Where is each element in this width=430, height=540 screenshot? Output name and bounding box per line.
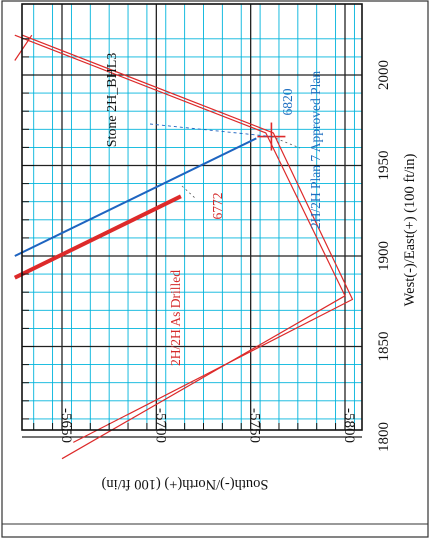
series-line-well-path-3 [22, 34, 354, 443]
annotation-6772: 6772 [210, 193, 225, 220]
annotation-6820: 6820 [280, 88, 295, 115]
minor-grid [22, 4, 362, 430]
series-line-well-path-4 [14, 34, 33, 61]
annotation-2h-2h-as-drilled: 2H/2H As Drilled [168, 270, 183, 366]
x-tick-labels: 1800 1850 1900 1950 2000 [376, 60, 392, 452]
x-tick-label: 1950 [376, 151, 392, 181]
series-layer [13, 34, 354, 460]
series-line-well-path-2 [14, 34, 346, 460]
tick-marks [22, 38, 355, 430]
major-grid [22, 4, 362, 438]
annotations: 2H/2H As Drilled 6772 2H/2H Plan 7 Approve… [105, 53, 323, 366]
y-tick-label: -5800 [341, 408, 357, 443]
y-tick-labels: -5650 -5700 -5750 -5800 [58, 408, 357, 443]
x-axis-label: West(-)/East(+) (100 ft/in) [402, 153, 418, 306]
x-tick-label: 1900 [376, 241, 392, 271]
y-axis-label: South(-)/North(+) (100 ft/in) [101, 476, 268, 492]
plot-border [21, 3, 363, 431]
y-tick-label: -5650 [58, 408, 74, 443]
leader-line-target [149, 123, 272, 137]
y-tick-label: -5700 [152, 408, 168, 443]
x-tick-label: 1850 [376, 332, 392, 362]
leader-line-6820 [271, 136, 301, 149]
target-marker [149, 122, 301, 199]
series-line-2h-2h-plan-7-approved-plan [14, 137, 257, 257]
annotation-stone-2h-bhl3: Stone 2H_BHL3 [105, 53, 120, 148]
x-tick-label: 1800 [376, 422, 392, 452]
x-tick-label: 2000 [376, 60, 392, 90]
series-line-2h-2h-as-drilled [13, 194, 182, 280]
annotation-2h-2h-plan-7-approved-plan: 2H/2H Plan 7 Approved Plan [308, 71, 323, 229]
y-tick-label: -5750 [247, 408, 263, 443]
